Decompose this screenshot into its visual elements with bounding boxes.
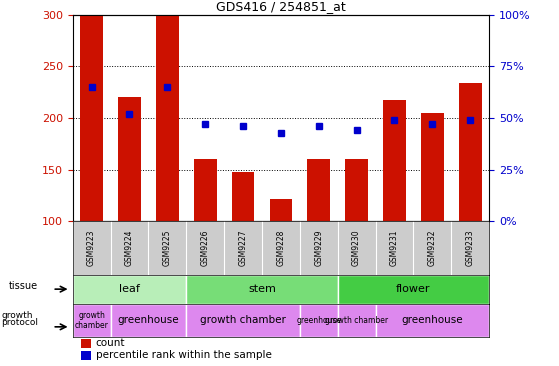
Bar (81, 351, 92, 360)
Bar (156, 15, 179, 221)
Text: growth chamber: growth chamber (325, 316, 388, 325)
Text: GSM9225: GSM9225 (163, 230, 172, 266)
Bar (231, 172, 254, 221)
Text: GSM9227: GSM9227 (239, 230, 248, 266)
Text: GSM9229: GSM9229 (314, 230, 323, 266)
Text: GSM9233: GSM9233 (466, 229, 475, 266)
Text: GSM9226: GSM9226 (201, 230, 210, 266)
Bar (73, 304, 111, 337)
Text: count: count (96, 339, 125, 348)
Text: GSM9228: GSM9228 (276, 230, 286, 266)
Text: flower: flower (396, 284, 430, 294)
Text: GSM9224: GSM9224 (125, 230, 134, 266)
Text: percentile rank within the sample: percentile rank within the sample (96, 350, 272, 361)
Bar (194, 160, 216, 221)
Title: GDS416 / 254851_at: GDS416 / 254851_at (216, 0, 346, 14)
Text: GSM9230: GSM9230 (352, 229, 361, 266)
Bar (421, 113, 444, 221)
Bar (338, 274, 489, 304)
Text: protocol: protocol (2, 318, 39, 327)
Text: GSM9223: GSM9223 (87, 230, 96, 266)
Text: tissue: tissue (9, 281, 38, 291)
Bar (73, 274, 186, 304)
Bar (376, 304, 489, 337)
Bar (111, 304, 186, 337)
Text: greenhouse: greenhouse (401, 315, 463, 325)
Bar (81, 339, 92, 348)
Bar (269, 199, 292, 221)
Text: GSM9231: GSM9231 (390, 230, 399, 266)
Bar (186, 274, 338, 304)
Text: growth
chamber: growth chamber (75, 310, 108, 330)
Text: growth chamber: growth chamber (200, 315, 286, 325)
Text: leaf: leaf (119, 284, 140, 294)
Bar (307, 160, 330, 221)
Text: greenhouse: greenhouse (296, 316, 342, 325)
Bar (118, 97, 141, 221)
Bar (80, 15, 103, 221)
Text: stem: stem (248, 284, 276, 294)
Bar (345, 160, 368, 221)
Bar (186, 304, 300, 337)
Bar (383, 100, 406, 221)
Bar (459, 83, 481, 221)
Bar (300, 304, 338, 337)
Bar (338, 304, 376, 337)
Text: greenhouse: greenhouse (117, 315, 179, 325)
Text: GSM9232: GSM9232 (428, 230, 437, 266)
Text: growth: growth (2, 311, 33, 320)
